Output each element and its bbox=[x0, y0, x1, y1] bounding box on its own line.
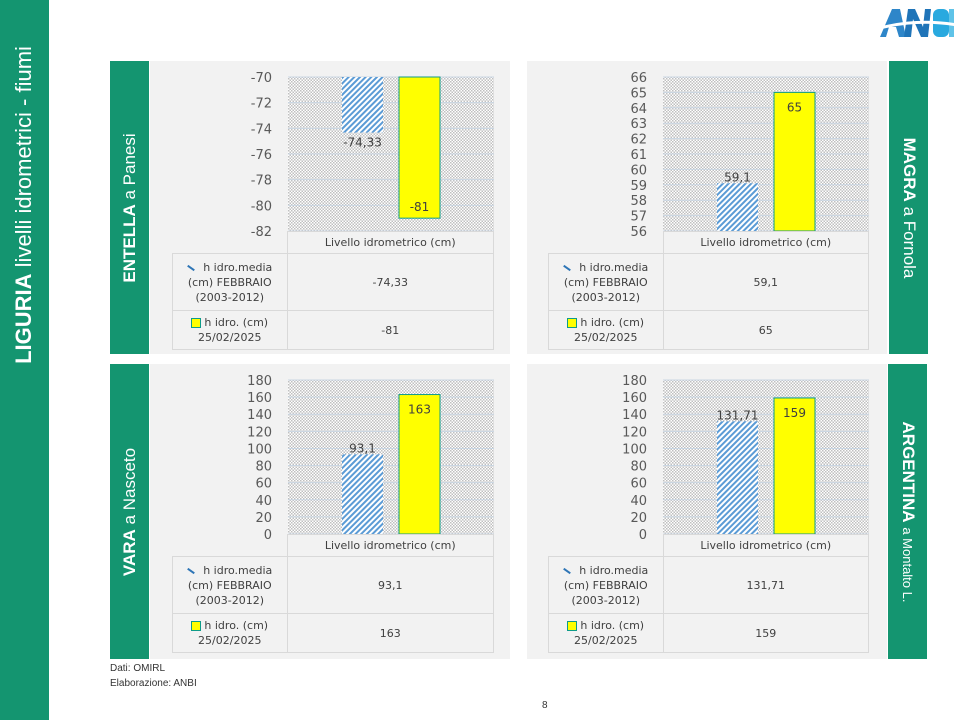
table-row: h idro.media (cm) FEBBRAIO (2003-2012) -74,… bbox=[172, 253, 494, 311]
river-name: VARA bbox=[119, 528, 139, 576]
station-label: ARGENTINA a Montalto L. bbox=[898, 421, 918, 602]
river-name: MAGRA bbox=[899, 137, 919, 202]
legend-text: (cm) FEBBRAIO bbox=[187, 275, 272, 289]
slide-title: LIGURIA livelli idrometrici - fiumi bbox=[11, 46, 37, 364]
table-value: -74,33 bbox=[286, 253, 494, 311]
legend-text: h idro.media bbox=[579, 260, 649, 274]
yellow-legend-key-icon bbox=[567, 621, 578, 631]
legend-entry: h idro.media (cm) FEBBRAIO (2003-2012) bbox=[548, 556, 664, 614]
legend-text: (cm) FEBBRAIO bbox=[187, 578, 272, 592]
sidebar: LIGURIA livelli idrometrici - fiumi bbox=[0, 0, 49, 720]
yellow-legend-key-icon bbox=[567, 318, 578, 328]
table-value: 93,1 bbox=[286, 556, 494, 614]
legend-entry: h idro. (cm) 25/02/2025 bbox=[548, 310, 664, 350]
river-name: ENTELLA bbox=[119, 203, 139, 283]
table-row: h idro. (cm) 25/02/2025 -81 bbox=[172, 310, 494, 350]
slide-title-region: LIGURIA bbox=[11, 273, 36, 364]
slide-title-subtitle: livelli idrometrici - fiumi bbox=[11, 46, 36, 268]
legend-text: 25/02/2025 bbox=[574, 331, 638, 344]
legend-text: h idro.media bbox=[579, 563, 649, 577]
hatch-legend-key-icon bbox=[187, 567, 196, 574]
table-corner bbox=[173, 535, 288, 557]
category-header: Livello idrometrico (cm) bbox=[286, 534, 494, 557]
legend-text: 25/02/2025 bbox=[198, 634, 262, 647]
legend-entry: h idro. (cm) 25/02/2025 bbox=[172, 310, 288, 350]
legend-entry: h idro. (cm) 25/02/2025 bbox=[172, 613, 288, 653]
legend-text: (cm) FEBBRAIO bbox=[563, 275, 648, 289]
legend-entry: h idro. (cm) 25/02/2025 bbox=[548, 613, 664, 653]
station-band: VARA a Nasceto bbox=[110, 364, 149, 659]
legend-text: 25/02/2025 bbox=[574, 634, 638, 647]
legend-text: (2003-2012) bbox=[571, 593, 641, 607]
data-table: Livello idrometrico (cm) h idro.media (cm)… bbox=[172, 231, 494, 350]
station-band: MAGRA a Fornola bbox=[889, 61, 928, 354]
legend-text: (cm) FEBBRAIO bbox=[563, 578, 648, 592]
legend-text: h idro. (cm) bbox=[204, 619, 269, 632]
hatch-legend-key-icon bbox=[187, 264, 196, 271]
table-corner bbox=[549, 232, 664, 254]
station-location: a Panesi bbox=[119, 132, 139, 200]
legend-text: (2003-2012) bbox=[195, 290, 265, 304]
table-value: 163 bbox=[286, 613, 494, 653]
legend-entry: h idro.media (cm) FEBBRAIO (2003-2012) bbox=[172, 253, 288, 311]
table-row: h idro. (cm) 25/02/2025 163 bbox=[172, 613, 494, 653]
legend-text: h idro. (cm) bbox=[580, 619, 645, 632]
data-source: Dati: OMIRL bbox=[110, 663, 166, 674]
table-value: 131,71 bbox=[662, 556, 869, 614]
station-band: ARGENTINA a Montalto L. bbox=[888, 364, 927, 659]
hatch-legend-key-icon bbox=[563, 567, 572, 574]
table-corner bbox=[549, 535, 664, 557]
table-row: h idro. (cm) 25/02/2025 159 bbox=[548, 613, 869, 653]
table-value: 59,1 bbox=[662, 253, 869, 311]
table-row: h idro.media (cm) FEBBRAIO (2003-2012) 93,1 bbox=[172, 556, 494, 614]
legend-entry: h idro.media (cm) FEBBRAIO (2003-2012) bbox=[548, 253, 664, 311]
elaboration-credit: Elaborazione: ANBI bbox=[110, 678, 197, 689]
river-name: ARGENTINA bbox=[898, 421, 918, 523]
anbi-logo bbox=[878, 9, 954, 37]
legend-text: h idro. (cm) bbox=[204, 316, 269, 329]
page-number: 8 bbox=[542, 700, 548, 711]
station-label: MAGRA a Fornola bbox=[899, 137, 919, 278]
table-row: h idro.media (cm) FEBBRAIO (2003-2012) 59,1 bbox=[548, 253, 869, 311]
table-value: 159 bbox=[662, 613, 869, 653]
legend-text: (2003-2012) bbox=[571, 290, 641, 304]
station-label: ENTELLA a Panesi bbox=[120, 133, 140, 282]
category-header: Livello idrometrico (cm) bbox=[662, 231, 869, 254]
data-table: Livello idrometrico (cm) h idro.media (cm)… bbox=[172, 534, 494, 653]
table-value: 65 bbox=[662, 310, 869, 350]
table-row: h idro. (cm) 25/02/2025 65 bbox=[548, 310, 869, 350]
category-header: Livello idrometrico (cm) bbox=[662, 534, 869, 557]
legend-text: h idro.media bbox=[203, 563, 273, 577]
station-location: a Nasceto bbox=[119, 447, 139, 524]
legend-text: 25/02/2025 bbox=[198, 331, 262, 344]
legend-entry: h idro.media (cm) FEBBRAIO (2003-2012) bbox=[172, 556, 288, 614]
yellow-legend-key-icon bbox=[191, 318, 202, 328]
table-row: h idro.media (cm) FEBBRAIO (2003-2012) 131,… bbox=[548, 556, 869, 614]
category-header: Livello idrometrico (cm) bbox=[286, 231, 494, 254]
legend-text: h idro. (cm) bbox=[580, 316, 645, 329]
table-corner bbox=[173, 232, 288, 254]
hatch-legend-key-icon bbox=[563, 264, 572, 271]
legend-text: h idro.media bbox=[203, 260, 273, 274]
station-location: a Montalto L. bbox=[899, 526, 915, 602]
legend-text: (2003-2012) bbox=[195, 593, 265, 607]
data-table: Livello idrometrico (cm) h idro.media (cm)… bbox=[548, 231, 869, 350]
station-location: a Fornola bbox=[899, 206, 919, 278]
data-table: Livello idrometrico (cm) h idro.media (cm)… bbox=[548, 534, 869, 653]
station-label: VARA a Nasceto bbox=[120, 447, 140, 575]
table-value: -81 bbox=[286, 310, 494, 350]
yellow-legend-key-icon bbox=[191, 621, 202, 631]
station-band: ENTELLA a Panesi bbox=[110, 61, 149, 354]
